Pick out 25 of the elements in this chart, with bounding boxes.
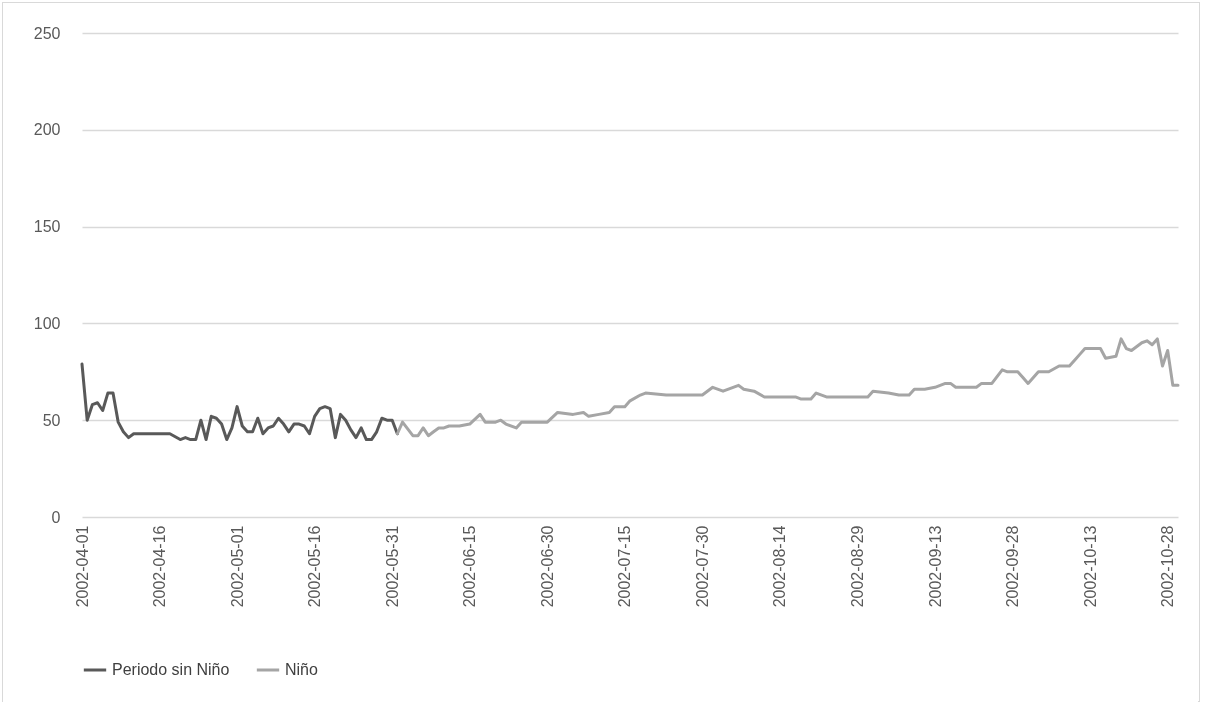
y-tick-label: 0 — [51, 508, 61, 526]
x-tick-label: 2002-10-13 — [1081, 525, 1099, 608]
x-tick-label: 2002-04-16 — [151, 525, 169, 608]
x-tick-label: 2002-05-01 — [228, 525, 246, 608]
line-series — [80, 362, 399, 442]
x-tick-label: 2002-09-13 — [926, 525, 944, 608]
y-tick-label: 150 — [33, 218, 61, 236]
x-tick-label: 2002-07-30 — [693, 525, 711, 608]
x-tick-label: 2002-08-29 — [848, 525, 866, 608]
x-tick-label: 2002-05-31 — [383, 525, 401, 608]
x-tick-label: 2002-06-30 — [538, 525, 556, 608]
y-tick-label: 50 — [42, 411, 61, 429]
y-tick-label: 200 — [33, 121, 61, 139]
x-tick-label: 2002-04-01 — [73, 525, 91, 608]
x-tick-label: 2002-06-15 — [461, 525, 479, 608]
x-tick-label: 2002-10-28 — [1159, 525, 1177, 608]
line-series — [395, 337, 1180, 438]
y-tick-label: 100 — [33, 314, 61, 332]
x-tick-label: 2002-09-28 — [1004, 525, 1022, 608]
legend-label: Periodo sin Niño — [112, 661, 230, 678]
x-tick-label: 2002-05-16 — [306, 525, 324, 608]
x-tick-label: 2002-08-14 — [771, 525, 789, 608]
y-tick-label: 250 — [33, 24, 61, 42]
legend-label: Niño — [285, 661, 319, 678]
x-tick-label: 2002-07-15 — [616, 525, 634, 608]
